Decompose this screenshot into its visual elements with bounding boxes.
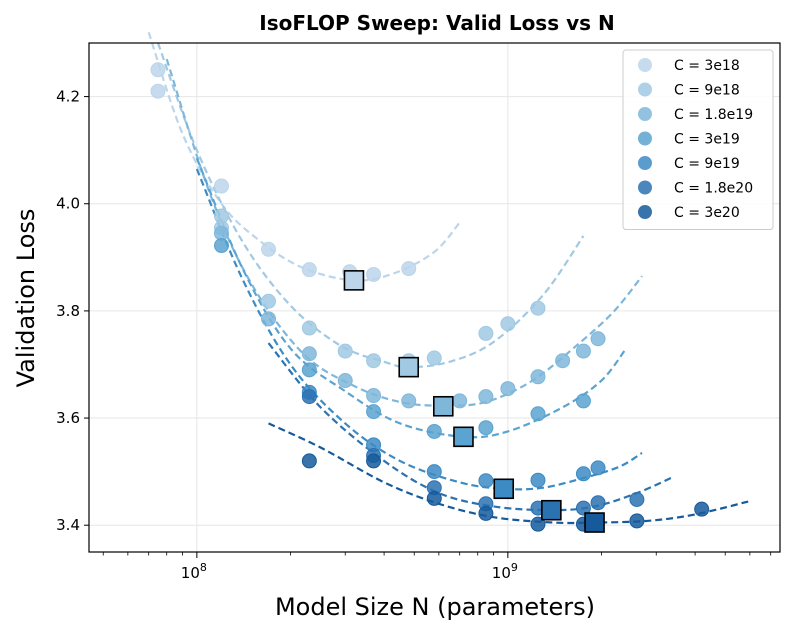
grid-layer	[89, 43, 780, 552]
optimum-marker-4	[493, 478, 515, 500]
data-point	[401, 393, 417, 409]
data-point	[426, 350, 442, 366]
data-point	[337, 343, 353, 359]
data-point	[150, 62, 166, 78]
data-point	[694, 501, 710, 517]
legend-marker	[638, 205, 652, 219]
data-point	[575, 343, 591, 359]
data-point	[301, 453, 317, 469]
data-point	[261, 241, 277, 257]
y-tick-label: 3.4	[56, 516, 80, 534]
data-point	[530, 472, 546, 488]
data-point	[301, 389, 317, 405]
legend-marker	[638, 107, 652, 121]
data-point	[530, 406, 546, 422]
legend-marker	[638, 131, 652, 146]
data-point	[500, 381, 516, 397]
fit-curve-2	[165, 58, 643, 407]
data-point	[150, 83, 166, 99]
data-point	[629, 491, 645, 507]
axis-ticks-layer: 3.4 3.6 3.8 4.0 4.2 108 109	[56, 88, 772, 582]
y-tick-label: 4.2	[56, 88, 80, 106]
legend-marker	[638, 156, 652, 170]
legend-label: C = 1.8e19	[674, 107, 753, 123]
data-point	[401, 261, 417, 277]
data-point	[478, 389, 494, 405]
plot-frame	[88, 42, 781, 553]
legend-label: C = 3e19	[674, 132, 740, 148]
data-point	[301, 262, 317, 278]
y-tick-label: 3.6	[56, 409, 80, 427]
optimum-marker-5	[541, 499, 562, 521]
data-point	[590, 331, 606, 347]
y-axis-label: Validation Loss	[12, 209, 40, 388]
data-point	[478, 505, 494, 521]
data-points-layer	[150, 62, 710, 532]
data-point	[530, 516, 546, 532]
data-point	[478, 473, 494, 489]
optimum-marker-3	[453, 426, 474, 448]
data-point	[213, 178, 229, 194]
data-point	[366, 404, 382, 420]
data-point	[530, 300, 546, 316]
data-point	[366, 353, 382, 369]
data-point	[301, 362, 317, 378]
data-point	[366, 388, 382, 404]
legend-label: C = 9e19	[674, 156, 740, 172]
data-point	[337, 373, 353, 389]
data-point	[426, 464, 442, 480]
legend-marker	[638, 82, 652, 97]
legend-label: C = 3e20	[674, 205, 740, 221]
x-tick-label: 108	[181, 561, 207, 582]
legend-label: C = 9e18	[674, 83, 740, 99]
data-point	[590, 460, 606, 476]
chart-title: IsoFLOP Sweep: Valid Loss vs N	[259, 11, 614, 35]
data-point	[478, 325, 494, 341]
legend-marker	[638, 58, 652, 72]
data-point	[629, 513, 645, 529]
fit-curve-0	[147, 31, 461, 282]
data-point	[301, 320, 317, 336]
legend-marker	[638, 180, 652, 195]
legend: C = 3e18 C = 9e18 C = 1.8e19 C = 3e19 C = 9e…	[622, 49, 774, 230]
data-point	[575, 393, 591, 409]
data-point	[575, 500, 591, 516]
data-point	[575, 466, 591, 482]
fit-curve-6	[268, 422, 751, 525]
data-point	[366, 453, 382, 469]
data-point	[301, 346, 317, 362]
data-point	[478, 420, 494, 436]
data-point	[452, 393, 468, 409]
data-point	[500, 316, 516, 332]
data-point	[426, 490, 442, 506]
optimum-marker-1	[398, 356, 420, 378]
data-point	[426, 423, 442, 439]
data-point	[555, 353, 571, 369]
x-axis-label: Model Size N (parameters)	[275, 593, 595, 621]
data-point	[261, 293, 277, 309]
optimum-marker-0	[343, 270, 365, 291]
x-tick-label: 109	[492, 561, 518, 582]
legend-label: C = 1.8e20	[674, 181, 753, 197]
data-point	[261, 311, 277, 327]
y-tick-label: 3.8	[56, 302, 80, 320]
data-point	[213, 238, 229, 254]
data-point	[530, 369, 546, 385]
optimum-marker-6	[584, 512, 605, 533]
y-tick-label: 4.0	[56, 195, 80, 213]
fit-curve-4	[195, 168, 643, 491]
data-point	[366, 266, 382, 282]
data-point	[590, 495, 606, 511]
legend-label: C = 3e18	[674, 58, 740, 74]
optimum-markers-layer	[343, 270, 605, 533]
legend-box	[622, 49, 774, 230]
optimum-marker-2	[432, 395, 454, 417]
